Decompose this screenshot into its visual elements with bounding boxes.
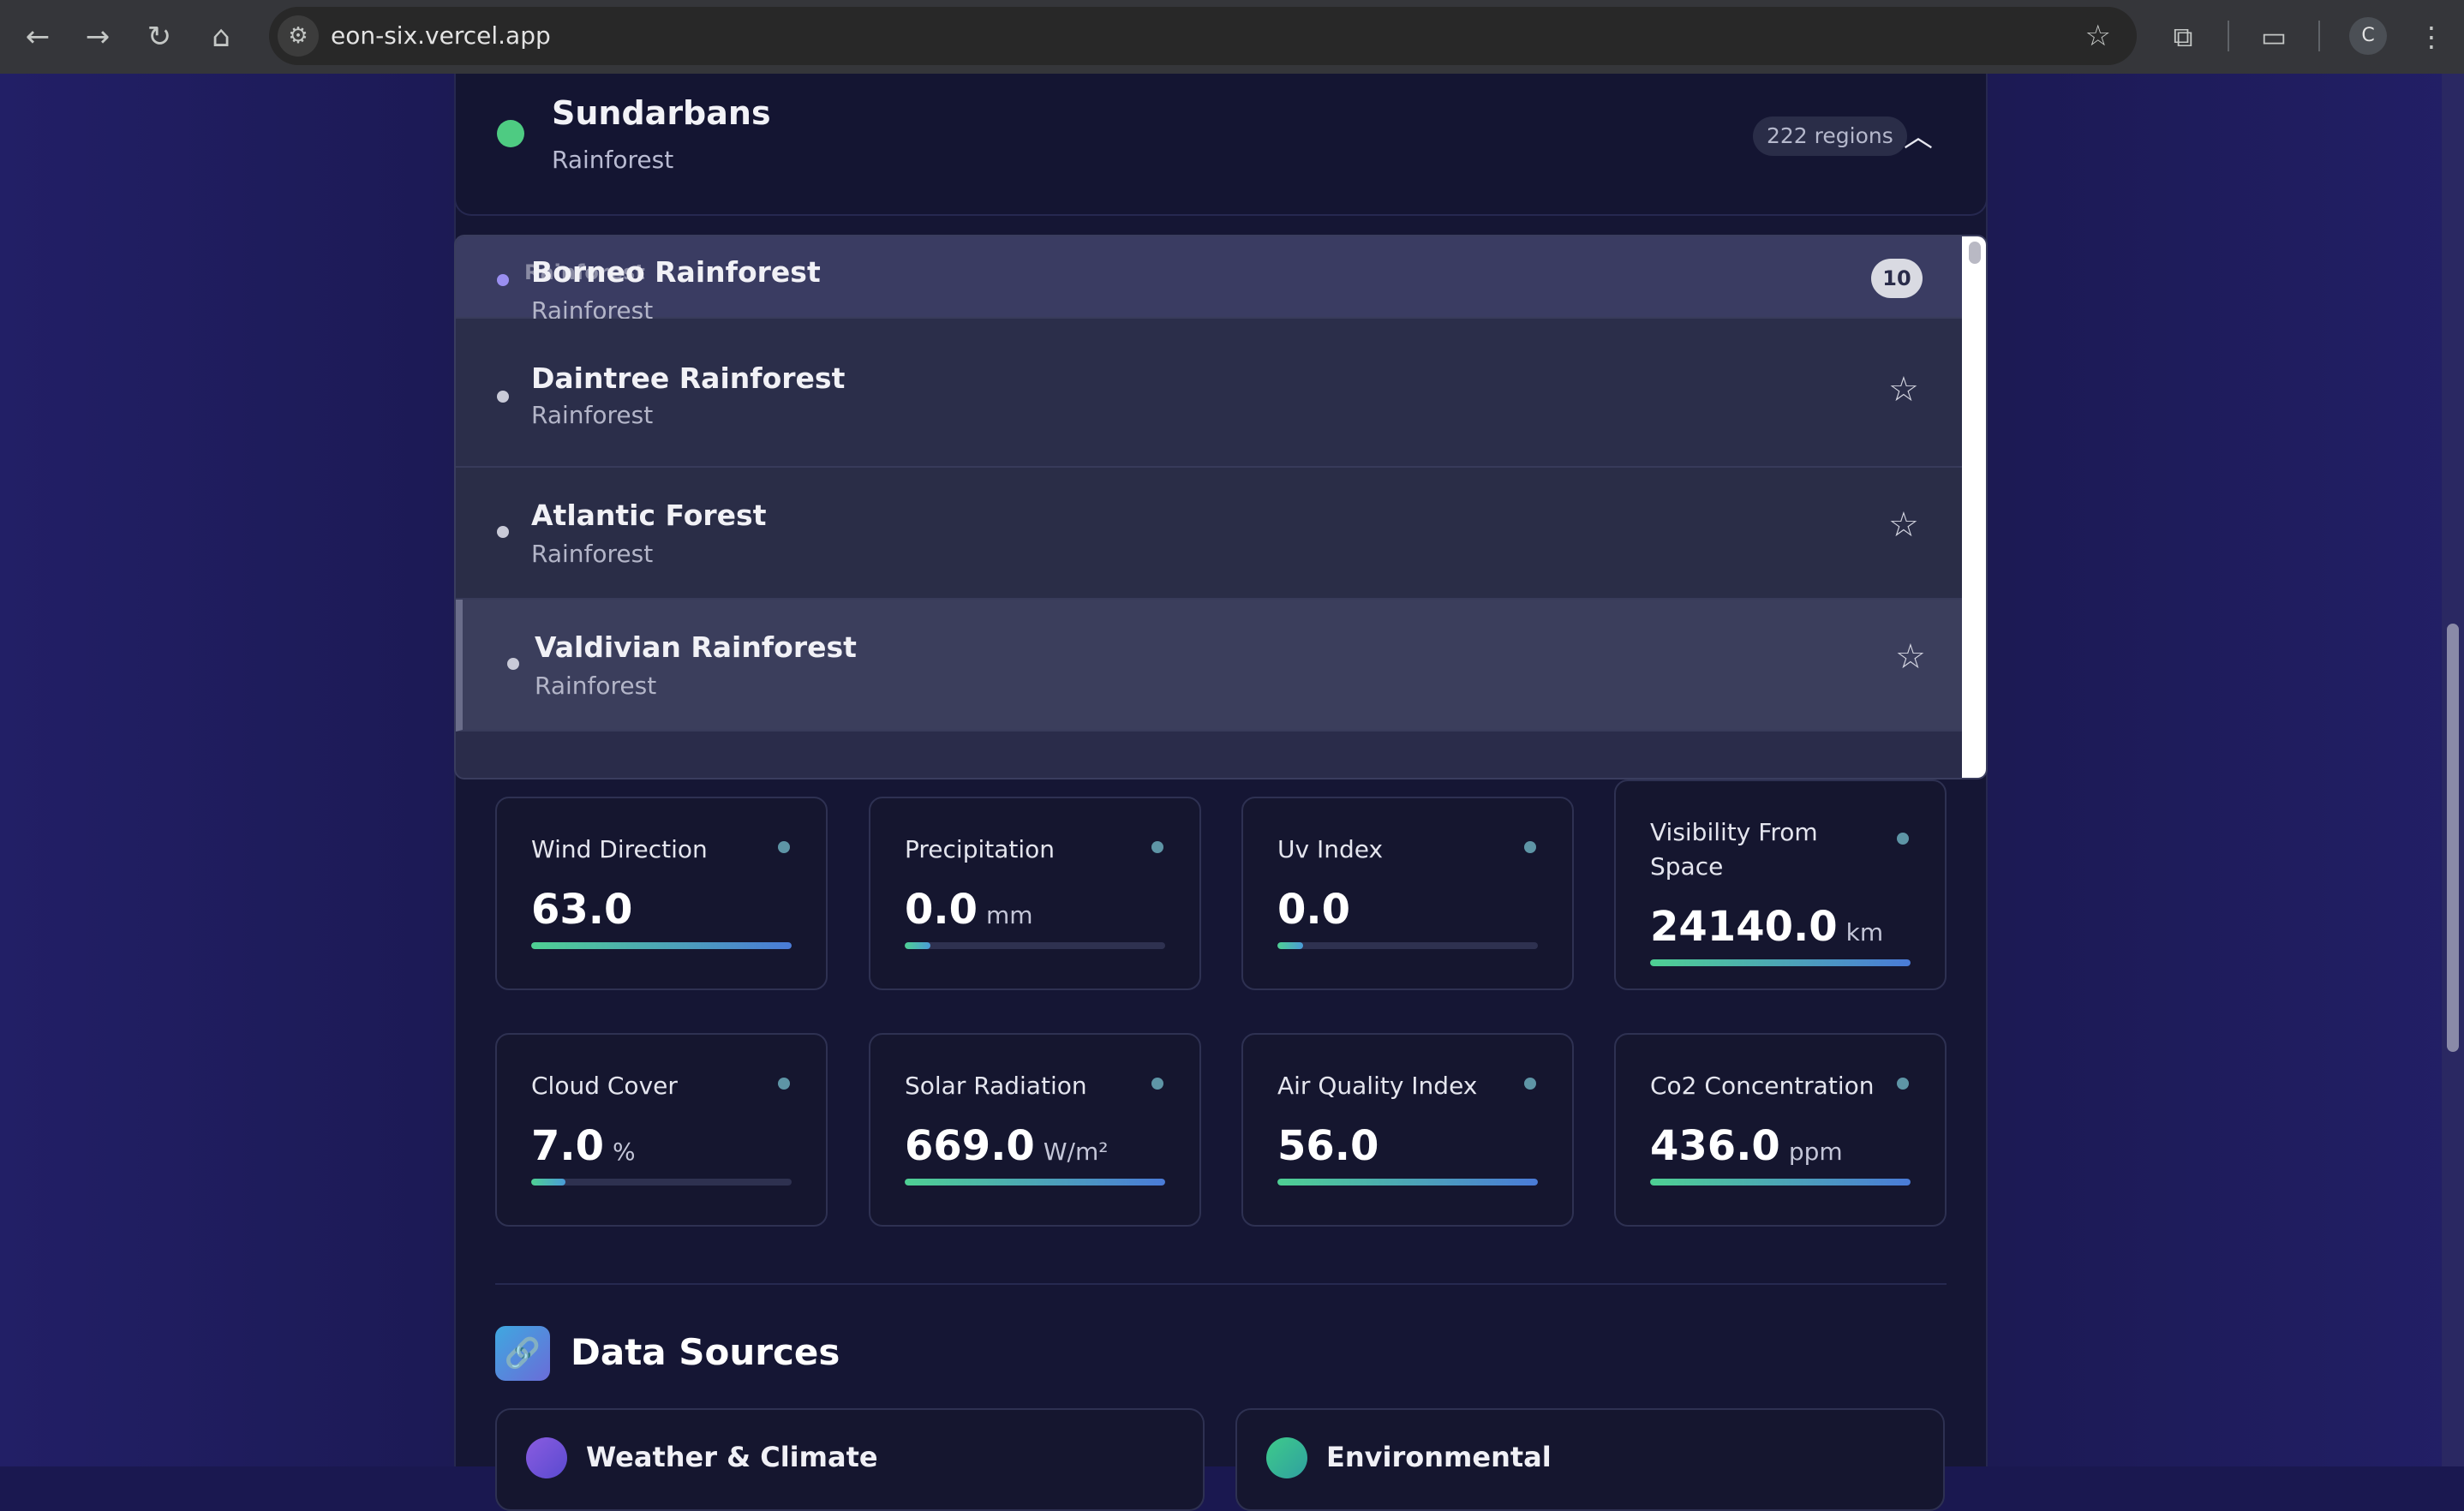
- metric-card-solar-radiation: Solar Radiation 669.0 W/m²: [869, 1033, 1201, 1227]
- metric-card-visibility-from-space: Visibility From Space 24140.0 km: [1614, 779, 1947, 990]
- favorite-star-icon[interactable]: ☆: [1888, 505, 1919, 545]
- metric-progress-bar: [905, 1179, 1165, 1186]
- metric-progress-bar: [1277, 942, 1538, 949]
- metric-value: 7.0%: [531, 1122, 636, 1170]
- page-scrollbar-thumb[interactable]: [2447, 624, 2459, 1052]
- region-type: Rainforest: [531, 401, 654, 429]
- region-type: Rainforest: [531, 540, 654, 568]
- metric-value: 56.0: [1277, 1122, 1379, 1170]
- favorite-star-icon[interactable]: ☆: [1888, 370, 1919, 409]
- metric-value: 0.0 mm: [905, 886, 1033, 934]
- source-card-weather-climate[interactable]: Weather & Climate: [495, 1408, 1205, 1511]
- metric-progress-bar: [1277, 1179, 1538, 1186]
- region-name: Valdivian Rainforest: [535, 630, 857, 664]
- metric-status-dot: [1897, 1078, 1909, 1090]
- menu-kebab-icon[interactable]: ⋮: [2418, 21, 2445, 53]
- link-icon: 🔗: [495, 1326, 550, 1381]
- metric-unit: W/m²: [1043, 1138, 1109, 1166]
- metric-card-co2-concentration: Co2 Concentration 436.0 ppm: [1614, 1033, 1947, 1227]
- address-bar[interactable]: ⚙ eon-six.vercel.app ☆: [269, 7, 2137, 65]
- location-selector[interactable]: Sundarbans Rainforest 222 regions ︿: [454, 74, 1988, 216]
- metric-label: Precipitation: [905, 835, 1056, 863]
- metric-value: 436.0 ppm: [1650, 1122, 1843, 1170]
- weather-icon: [526, 1437, 567, 1478]
- metric-status-dot: [1524, 841, 1536, 853]
- metric-value: 24140.0 km: [1650, 903, 1884, 951]
- metric-label: Air Quality Index: [1277, 1072, 1478, 1100]
- metric-value: 63.0: [531, 886, 633, 934]
- location-name: Sundarbans: [552, 94, 771, 132]
- metric-value: 669.0 W/m²: [905, 1122, 1109, 1170]
- metric-status-dot: [1524, 1078, 1536, 1090]
- metric-label: Uv Index: [1277, 835, 1384, 863]
- region-name: Atlantic Forest: [531, 499, 767, 532]
- metric-status-dot: [1151, 1078, 1163, 1090]
- metric-status-dot: [778, 841, 790, 853]
- section-divider: [495, 1283, 1947, 1285]
- list-item[interactable]: Atlantic Forest Rainforest ☆: [456, 468, 1964, 600]
- metric-progress-bar: [531, 942, 792, 949]
- metric-status-dot: [1897, 833, 1909, 845]
- metric-status-dot: [778, 1078, 790, 1090]
- region-type: Rainforest: [535, 672, 657, 700]
- chevron-up-icon[interactable]: ︿: [1904, 120, 1933, 154]
- dropdown-scrollbar-thumb[interactable]: [1969, 242, 1981, 264]
- home-icon[interactable]: ⌂: [212, 20, 230, 54]
- region-dot: [497, 526, 509, 538]
- metric-card-cloud-cover: Cloud Cover 7.0%: [495, 1033, 828, 1227]
- tab-search-icon[interactable]: ▭: [2260, 21, 2288, 53]
- location-type: Rainforest: [552, 146, 674, 174]
- region-dot: [497, 391, 509, 403]
- metric-label: Co2 Concentration: [1650, 1072, 1875, 1100]
- metric-card-precipitation: Precipitation 0.0 mm: [869, 797, 1201, 990]
- reload-icon[interactable]: ↻: [147, 20, 172, 54]
- metric-progress-bar: [531, 1179, 792, 1186]
- metric-card-air-quality-index: Air Quality Index 56.0: [1241, 1033, 1574, 1227]
- metric-unit: km: [1845, 918, 1884, 947]
- dropdown-scrollbar[interactable]: [1962, 236, 1986, 778]
- metric-unit: ppm: [1788, 1138, 1843, 1166]
- region-dropdown[interactable]: Rainforest Borneo Rainforest Rainforest …: [454, 235, 1988, 779]
- back-icon[interactable]: ←: [25, 20, 51, 54]
- location-status-dot: [497, 120, 524, 147]
- data-sources-title: Data Sources: [571, 1331, 840, 1373]
- metric-status-dot: [1151, 841, 1163, 853]
- metric-unit: mm: [986, 901, 1033, 929]
- group-label-ghost: Rainforest: [524, 260, 645, 284]
- source-card-environmental[interactable]: Environmental: [1235, 1408, 1945, 1511]
- metric-unit: %: [613, 1138, 636, 1166]
- leaf-icon: [1266, 1437, 1307, 1478]
- metric-value: 0.0: [1277, 886, 1351, 934]
- list-item[interactable]: Rainforest Borneo Rainforest Rainforest …: [456, 236, 1964, 325]
- source-card-title: Weather & Climate: [586, 1441, 878, 1473]
- metric-progress-bar: [1650, 1179, 1911, 1186]
- region-dot: [497, 274, 509, 286]
- metric-label: Visibility From Space: [1650, 818, 1818, 881]
- bookmark-star-icon[interactable]: ☆: [2084, 19, 2111, 53]
- metric-progress-bar: [1650, 959, 1911, 966]
- metric-card-uv-index: Uv Index 0.0: [1241, 797, 1574, 990]
- toolbar-divider: [2318, 21, 2320, 51]
- region-name: Daintree Rainforest: [531, 361, 846, 395]
- url-text[interactable]: eon-six.vercel.app: [331, 21, 551, 50]
- site-info-icon[interactable]: ⚙: [278, 15, 319, 57]
- metric-label: Cloud Cover: [531, 1072, 678, 1100]
- count-badge: 10: [1871, 259, 1923, 298]
- list-item[interactable]: Valdivian Rainforest Rainforest ☆: [456, 600, 1964, 732]
- region-name: Borneo Rainforest: [531, 255, 821, 289]
- metric-label: Solar Radiation: [905, 1072, 1087, 1100]
- toolbar-divider: [2228, 21, 2229, 51]
- favorite-star-icon[interactable]: ☆: [1895, 637, 1926, 677]
- metric-progress-bar: [905, 942, 1165, 949]
- regions-count-badge: 222 regions: [1753, 116, 1907, 156]
- extensions-icon[interactable]: ⧉: [2173, 21, 2193, 53]
- source-card-title: Environmental: [1326, 1441, 1552, 1473]
- metric-card-wind-direction: Wind Direction 63.0: [495, 797, 828, 990]
- region-dot: [507, 658, 519, 670]
- metric-label: Wind Direction: [531, 835, 708, 863]
- profile-avatar[interactable]: C: [2349, 17, 2387, 55]
- list-item[interactable]: Daintree Rainforest Rainforest ☆: [456, 319, 1964, 468]
- browser-toolbar: ← → ↻ ⌂ ⚙ eon-six.vercel.app ☆ ⧉ ▭ C ⋮: [0, 0, 2464, 74]
- forward-icon[interactable]: →: [85, 20, 111, 54]
